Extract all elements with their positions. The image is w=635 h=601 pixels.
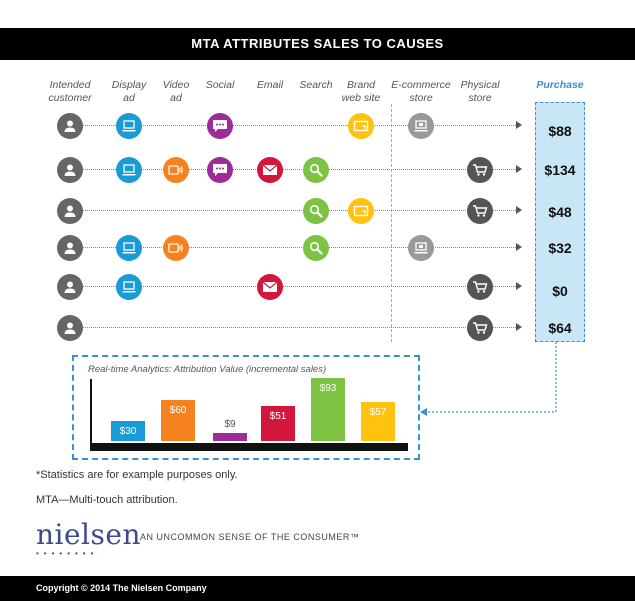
browser-window-icon xyxy=(348,198,374,224)
copyright-footer: Copyright © 2014 The Nielsen Company xyxy=(0,576,635,601)
analytics-panel: Real-time Analytics: Attribution Value (… xyxy=(72,355,420,460)
chart-bar-display-ad: $30 xyxy=(111,420,145,441)
video-ad-icon xyxy=(163,157,189,183)
chart-bar-label: $51 xyxy=(269,411,287,423)
journey-arrowhead xyxy=(516,323,522,331)
magnifier-icon xyxy=(303,198,329,224)
chart-bar-email: $51 xyxy=(261,406,295,441)
envelope-icon xyxy=(257,157,283,183)
chart-bar-label: $57 xyxy=(369,407,387,419)
chart-bar-label: $93 xyxy=(319,382,337,394)
nielsen-logo: nielsen xyxy=(36,518,141,551)
person-icon xyxy=(57,315,83,341)
chart-bar-video-ad: $60 xyxy=(161,400,195,441)
analytics-title: Real-time Analytics: Attribution Value (… xyxy=(88,364,327,375)
purchase-value: $134 xyxy=(544,162,576,178)
ecommerce-laptop-icon xyxy=(408,235,434,261)
chart-y-axis xyxy=(90,379,92,451)
chat-bubble-icon xyxy=(207,113,233,139)
purchase-value: $48 xyxy=(548,204,572,220)
nielsen-logo-dots: •••••••• xyxy=(36,549,99,558)
journey-arrowhead xyxy=(516,121,522,129)
journey-row xyxy=(0,196,635,226)
shopping-cart-icon xyxy=(467,315,493,341)
footnote-mta: MTA—Multi-touch attribution. xyxy=(36,494,178,506)
analytics-connector xyxy=(420,342,557,416)
column-header-brand: Brand web site xyxy=(341,79,381,104)
journey-row xyxy=(0,233,635,263)
journey-arrowhead xyxy=(516,282,522,290)
column-header-customer: Intended customer xyxy=(48,79,92,104)
laptop-icon xyxy=(116,113,142,139)
video-ad-icon xyxy=(163,235,189,261)
journey-path-line xyxy=(70,210,518,211)
chart-bar-search: $93 xyxy=(311,377,345,441)
journey-path-line xyxy=(70,247,518,248)
shopping-cart-icon xyxy=(467,274,493,300)
column-header-purchase: Purchase xyxy=(536,79,584,91)
journey-row xyxy=(0,155,635,185)
person-icon xyxy=(57,157,83,183)
person-icon xyxy=(57,198,83,224)
chart-x-axis xyxy=(90,443,408,451)
journey-arrowhead xyxy=(516,165,522,173)
tagline: AN UNCOMMON SENSE OF THE CONSUMER™ xyxy=(140,532,360,542)
journey-path-line xyxy=(70,286,518,287)
column-header-email: Email xyxy=(256,79,284,91)
shopping-cart-icon xyxy=(467,198,493,224)
column-header-video: Video ad xyxy=(162,79,190,104)
laptop-icon xyxy=(116,235,142,261)
online-offline-divider xyxy=(391,104,392,342)
person-icon xyxy=(57,274,83,300)
ecommerce-laptop-icon xyxy=(408,113,434,139)
chart-bar-label: $30 xyxy=(119,425,137,437)
chart-bar-social: $9 xyxy=(213,420,247,441)
purchase-value: $64 xyxy=(548,320,572,336)
laptop-icon xyxy=(116,274,142,300)
column-header-physical: Physical store xyxy=(460,79,500,104)
purchase-value: $32 xyxy=(548,240,572,256)
browser-window-icon xyxy=(348,113,374,139)
page-title: MTA ATTRIBUTES SALES TO CAUSES xyxy=(0,28,635,60)
journey-arrowhead xyxy=(516,243,522,251)
magnifier-icon xyxy=(303,235,329,261)
journey-row xyxy=(0,111,635,141)
magnifier-icon xyxy=(303,157,329,183)
column-header-search: Search xyxy=(299,79,333,91)
journey-arrowhead xyxy=(516,206,522,214)
chat-bubble-icon xyxy=(207,157,233,183)
column-header-ecommerce: E-commerce store xyxy=(391,79,451,104)
chart-bar-brand-web-site: $57 xyxy=(361,402,395,441)
column-header-display: Display ad xyxy=(111,79,147,104)
purchase-value: $0 xyxy=(552,283,568,299)
purchase-value: $88 xyxy=(548,123,572,139)
journey-path-line xyxy=(70,327,518,328)
chart-bar-label: $60 xyxy=(169,405,187,417)
purchase-column-box xyxy=(535,102,585,342)
person-icon xyxy=(57,235,83,261)
person-icon xyxy=(57,113,83,139)
journey-row xyxy=(0,272,635,302)
journey-path-line xyxy=(70,169,518,170)
footnote-statistics: *Statistics are for example purposes onl… xyxy=(36,469,238,481)
envelope-icon xyxy=(257,274,283,300)
shopping-cart-icon xyxy=(467,157,493,183)
journey-row xyxy=(0,313,635,343)
journey-path-line xyxy=(70,125,518,126)
chart-bar-label: $9 xyxy=(224,419,236,430)
column-header-social: Social xyxy=(205,79,235,91)
laptop-icon xyxy=(116,157,142,183)
